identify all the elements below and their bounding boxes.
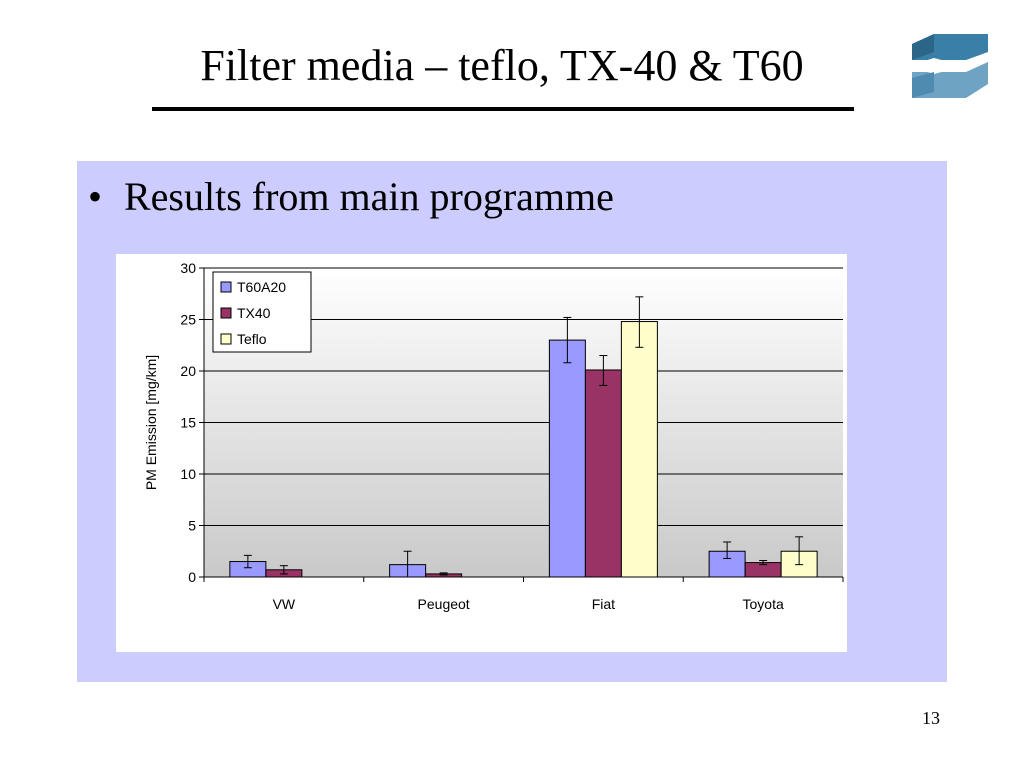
bullet-dot: •: [88, 174, 103, 219]
y-tick-label: 25: [180, 312, 196, 328]
chart-area: 0 5 10 15 20 25 30 PM Emission [mg/km] VW Peugeot…: [116, 254, 847, 652]
x-tick-label: Toyota: [743, 596, 784, 612]
company-logo-icon: [908, 34, 988, 98]
bullet-item: • Results from main programme: [88, 174, 614, 220]
bar-t60a20: [548, 339, 586, 578]
bar-tx40: [584, 369, 622, 578]
y-tick-label: 5: [188, 518, 196, 534]
page-number: 13: [922, 708, 940, 728]
y-axis-label: PM Emission [mg/km]: [143, 355, 159, 490]
legend-swatch: [220, 333, 232, 345]
legend-label: TX40: [237, 305, 271, 321]
bar-chart: 0 5 10 15 20 25 30 PM Emission [mg/km] VW Peugeot…: [143, 260, 844, 612]
bar-teflo: [620, 321, 658, 578]
legend-swatch: [220, 281, 232, 293]
title-underline: [152, 107, 854, 111]
legend-label: Teflo: [237, 331, 267, 347]
bullet-text: Results from main programme: [124, 174, 614, 219]
y-tick-label: 20: [180, 363, 196, 379]
legend-label: T60A20: [237, 279, 286, 295]
slide-title: Filter media – teflo, TX-40 & T60: [200, 41, 804, 90]
y-tick-label: 10: [180, 466, 196, 482]
x-tick-label: VW: [273, 596, 296, 612]
y-tick-label: 15: [180, 415, 196, 431]
x-tick-label: Fiat: [592, 596, 615, 612]
x-tick-label: Peugeot: [418, 596, 470, 612]
legend-swatch: [220, 307, 232, 319]
y-tick-label: 30: [180, 260, 196, 276]
y-tick-label: 0: [188, 569, 196, 585]
